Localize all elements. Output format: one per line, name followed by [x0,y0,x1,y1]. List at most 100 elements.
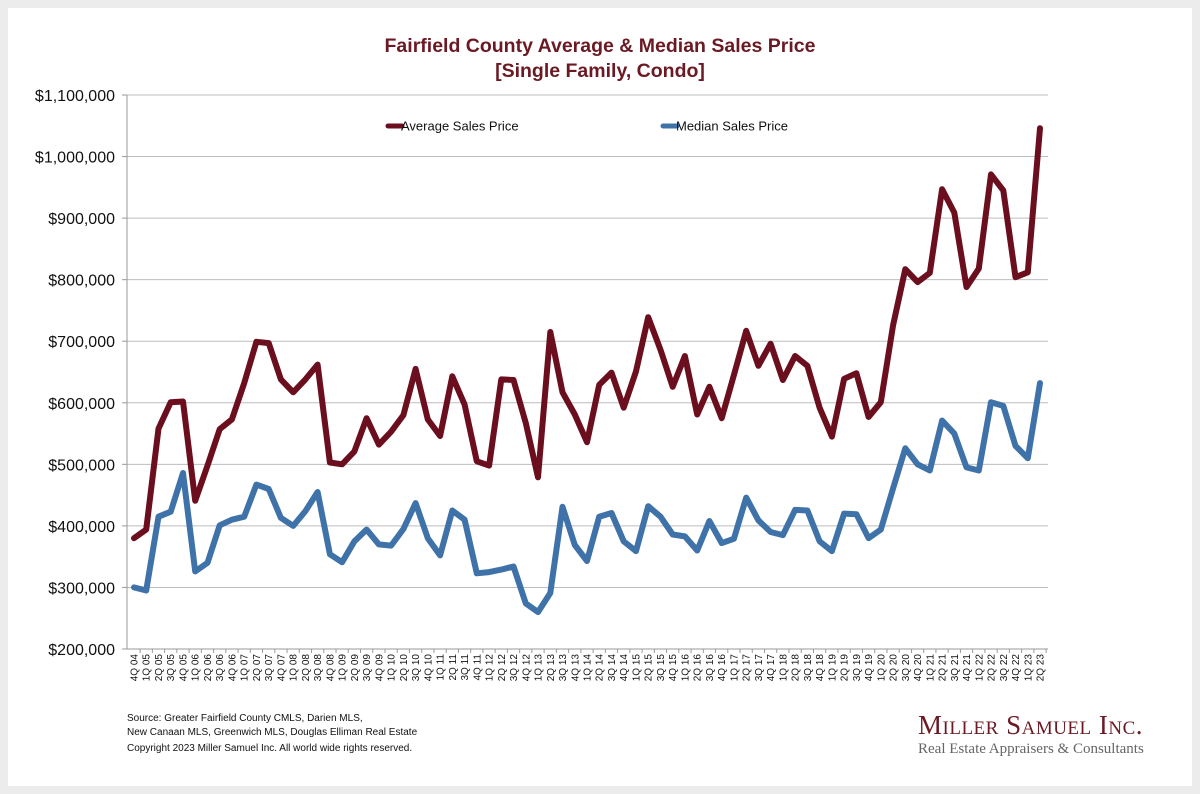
x-tick-label: 4Q 06 [227,654,238,682]
x-tick-label: 3Q 11 [460,654,471,681]
x-tick-label: 3Q 16 [705,654,716,682]
x-tick-label: 2Q 06 [203,654,214,682]
x-tick-label: 2Q 15 [644,654,655,682]
x-tick-label: 3Q 13 [558,654,569,682]
x-tick-label: 1Q 15 [631,654,642,682]
copyright-text: Copyright 2023 Miller Samuel Inc. All wo… [127,743,413,754]
x-tick-label: 1Q 23 [1023,654,1034,682]
source-line-1: Source: Greater Fairfield County CMLS, D… [127,713,363,724]
x-tick-label: 4Q 05 [178,654,189,682]
x-tick-label: 4Q 22 [1011,654,1022,682]
x-tick-label: 1Q 10 [387,654,398,682]
series-lines [131,125,1043,616]
chart-title: Fairfield County Average & Median Sales … [0,34,1200,84]
x-tick-label: 3Q 06 [215,654,226,682]
x-tick-label: 3Q 21 [950,654,961,682]
x-tick-label: 3Q 07 [264,654,275,682]
y-tick-label: $700,000 [48,334,115,351]
y-tick-label: $400,000 [48,519,115,536]
x-tick-label: 2Q 12 [497,654,508,682]
x-tick-label: 1Q 14 [583,654,594,682]
x-tick-label: 3Q 20 [901,654,912,682]
y-tick-label: $1,000,000 [35,150,115,167]
x-tick-label: 4Q 20 [913,654,924,682]
x-tick-label: 2Q 14 [595,654,606,682]
x-tick-label: 4Q 18 [815,654,826,682]
x-tick-label: 4Q 17 [766,654,777,682]
x-tick-label: 3Q 05 [166,654,177,682]
x-tick-label: 2Q 22 [987,654,998,682]
x-tick-label: 3Q 12 [509,654,520,682]
x-tick-label: 4Q 19 [864,654,875,682]
x-tick-label: 2Q 17 [742,654,753,682]
x-tick-label: 1Q 05 [142,654,153,682]
x-tick-label: 2Q 13 [546,654,557,682]
x-tick-label: 1Q 13 [534,654,545,682]
x-tick-label: 3Q 15 [656,654,667,682]
x-tick-label: 2Q 07 [252,654,263,682]
y-tick-label: $200,000 [48,642,115,659]
average-sales-price-line [131,125,1043,542]
logo-tagline: Real Estate Appraisers & Consultants [918,741,1144,757]
x-tick-label: 1Q 09 [338,654,349,682]
legend-label-average: Average Sales Price [401,119,519,134]
x-tick-label: 2Q 16 [693,654,704,682]
x-tick-label: 1Q 22 [974,654,985,682]
source-line-2: New Canaan MLS, Greenwich MLS, Douglas E… [127,727,418,738]
x-tick-label: 1Q 18 [778,654,789,682]
x-tick-label: 2Q 09 [350,654,361,682]
x-tick-label: 3Q 08 [313,654,324,682]
y-tick-label: $300,000 [48,580,115,597]
x-tick-label: 4Q 07 [276,654,287,682]
x-tick-label: 2Q 11 [448,654,459,681]
source-footer: Source: Greater Fairfield County CMLS, D… [127,712,417,756]
x-tick-label: 4Q 21 [962,654,973,682]
y-tick-label: $1,100,000 [35,88,115,105]
x-tick-label: 4Q 09 [374,654,385,682]
chart-title-line1: Fairfield County Average & Median Sales … [384,35,816,57]
y-tick-label: $900,000 [48,211,115,228]
x-tick-label: 2Q 10 [399,654,410,682]
x-tick-label: 4Q 15 [668,654,679,682]
logo-name: Miller Samuel Inc. [918,710,1144,740]
x-tick-label: 1Q 20 [876,654,887,682]
x-tick-label: 1Q 17 [729,654,740,682]
x-tick-label: 2Q 18 [791,654,802,682]
x-tick-label: 4Q 12 [521,654,532,682]
x-tick-label: 2Q 20 [889,654,900,682]
x-tick-label: 3Q 09 [362,654,373,682]
x-tick-label: 1Q 19 [827,654,838,682]
x-tick-label: 3Q 10 [411,654,422,682]
x-tick-label: 2Q 21 [938,654,949,682]
x-tick-label: 4Q 14 [619,654,630,682]
company-logo: Miller Samuel Inc. Real Estate Appraiser… [918,711,1158,758]
x-tick-label: 4Q 13 [570,654,581,682]
x-tick-label: 1Q 07 [240,654,251,682]
x-tick-label: 1Q 21 [925,654,936,682]
x-tick-label: 2Q 23 [1036,654,1047,682]
y-tick-label: $500,000 [48,457,115,474]
chart-title-line2: [Single Family, Condo] [495,60,705,82]
legend: Average Sales Price Median Sales Price [385,119,788,134]
x-tick-label: 4Q 11 [472,654,483,681]
x-tick-label: 3Q 18 [803,654,814,682]
x-tick-label: 2Q 08 [301,654,312,682]
y-tick-label: $600,000 [48,396,115,413]
x-tick-label: 3Q 17 [754,654,765,682]
x-tick-label: 1Q 06 [191,654,202,682]
x-tick-label: 4Q 08 [325,654,336,682]
x-tick-label: 2Q 05 [154,654,165,682]
y-tick-label: $800,000 [48,273,115,290]
x-tick-label: 1Q 08 [289,654,300,682]
page-background [8,8,1192,786]
x-tick-label: 4Q 04 [130,654,141,682]
legend-label-median: Median Sales Price [676,119,788,134]
gridlines [127,94,1048,588]
median-sales-price-line [131,380,1043,616]
x-axis: 4Q 04 1Q 05 2Q 05 3Q 05 4Q 05 1Q 06 2Q 06 3Q 06… [127,648,1048,682]
x-tick-label: 1Q 16 [680,654,691,682]
x-tick-label: 2Q 19 [840,654,851,682]
x-tick-label: 1Q 12 [485,654,496,682]
x-tick-label: 1Q 11 [436,654,447,681]
